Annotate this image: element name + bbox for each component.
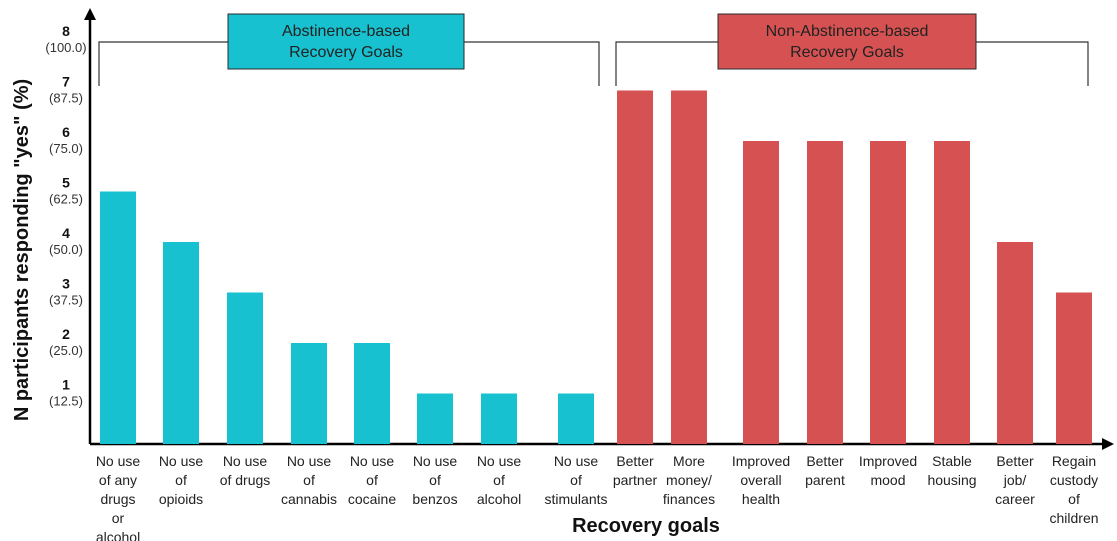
bar-14	[934, 141, 970, 444]
bar-8	[558, 393, 594, 444]
y-tick-percent-6: (75.0)	[49, 141, 83, 156]
bar-1	[100, 191, 136, 444]
category-label-13: Improved mood	[859, 453, 917, 488]
group-label-box-2	[717, 13, 977, 70]
y-tick-percent-4: (50.0)	[49, 242, 83, 257]
bar-12	[807, 141, 843, 444]
category-label-3: No use of drugs	[220, 453, 271, 488]
category-label-6: No use of benzos	[412, 453, 457, 507]
y-tick-percent-3: (37.5)	[49, 293, 83, 308]
bar-15	[997, 242, 1033, 444]
category-label-4: No use of cannabis	[281, 453, 337, 507]
y-tick-count-6: 6	[62, 124, 70, 140]
category-label-2: No use of opioids	[159, 453, 204, 507]
x-axis-arrow	[1102, 438, 1114, 450]
y-axis-title: N participants responding "yes" (%)	[11, 79, 33, 421]
y-tick-count-4: 4	[62, 225, 70, 241]
bar-5	[354, 343, 390, 444]
group-label-2: Non-Abstinence-based Recovery Goals	[766, 23, 929, 61]
bars	[100, 90, 1092, 444]
y-tick-count-5: 5	[62, 175, 70, 191]
category-label-1: No use of any drugs or alcohol	[96, 453, 141, 541]
bar-4	[291, 343, 327, 444]
group-label-1: Abstinence-based Recovery Goals	[282, 23, 410, 61]
y-tick-percent-2: (25.0)	[49, 343, 83, 358]
y-tick-percent-5: (62.5)	[49, 192, 83, 207]
bar-6	[417, 393, 453, 444]
bar-13	[870, 141, 906, 444]
y-axis-arrow	[84, 8, 96, 20]
y-tick-count-2: 2	[62, 326, 70, 342]
y-tick-percent-1: (12.5)	[49, 394, 83, 409]
category-label-16: Regain custody of children	[1049, 453, 1098, 526]
y-tick-percent-8: (100.0)	[45, 40, 86, 55]
category-label-14: Stable housing	[927, 453, 976, 488]
bar-3	[227, 292, 263, 444]
group-label-box-1	[227, 13, 465, 70]
category-label-8: No use of stimulants	[544, 453, 607, 507]
bar-16	[1056, 292, 1092, 444]
y-tick-percent-7: (87.5)	[49, 91, 83, 106]
category-label-10: More money/finances	[663, 453, 715, 507]
x-axis-title: Recovery goals	[572, 515, 720, 537]
bar-10	[671, 90, 707, 444]
y-tick-labels: 1(12.5) 2(25.0) 3(37.5) 4(50.0) 5(62.5) 6(75.…	[45, 23, 86, 409]
category-label-12: Better parent	[805, 453, 845, 488]
bar-11	[743, 141, 779, 444]
bar-7	[481, 393, 517, 444]
category-label-7: No use of alcohol	[477, 453, 522, 507]
group-brackets: Abstinence-based Recovery Goals Non-Abstin…	[98, 13, 1089, 86]
y-tick-count-3: 3	[62, 276, 70, 292]
category-label-15: Better job/career	[995, 453, 1035, 507]
y-tick-count-1: 1	[62, 377, 70, 393]
category-labels: No use of any drugs or alcohol No use of opioid…	[96, 453, 1099, 541]
y-tick-count-8: 8	[62, 23, 70, 39]
y-tick-count-7: 7	[62, 74, 70, 90]
category-label-11: Improved overall health	[732, 453, 790, 507]
bar-2	[163, 242, 199, 444]
category-label-5: No use of cocaine	[348, 453, 396, 507]
bar-9	[617, 90, 653, 444]
category-label-9: Better partner	[613, 453, 658, 488]
